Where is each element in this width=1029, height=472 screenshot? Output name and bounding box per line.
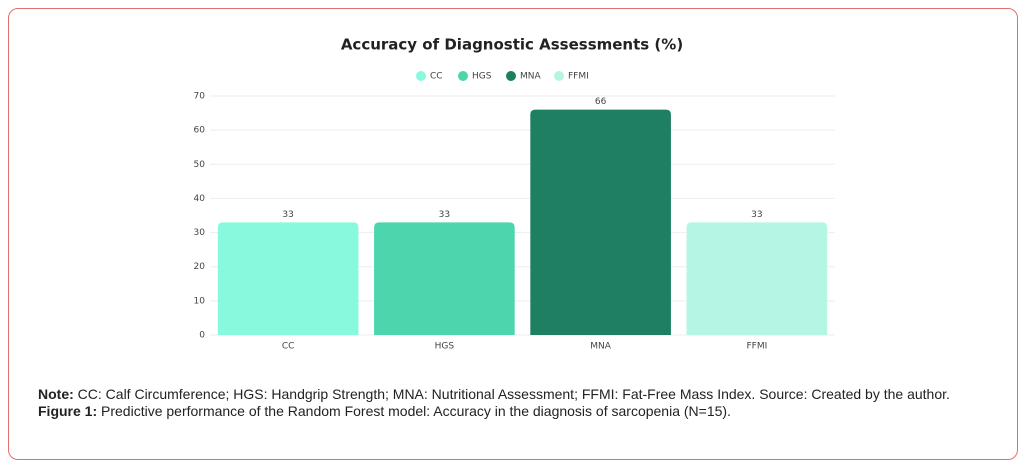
caption-label: Figure 1: bbox=[38, 403, 98, 419]
notes: Note: CC: Calf Circumference; HGS: Handg… bbox=[38, 386, 998, 420]
value-label: 33 bbox=[751, 210, 762, 220]
figure-frame bbox=[8, 8, 1018, 460]
y-tick-label: 20 bbox=[194, 262, 206, 272]
chart-title: Accuracy of Diagnostic Assessments (%) bbox=[341, 36, 683, 54]
bar bbox=[530, 109, 671, 336]
legend-swatch bbox=[458, 71, 468, 81]
legend-label: HGS bbox=[472, 72, 492, 82]
legend-label: FFMI bbox=[568, 72, 589, 82]
value-label: 66 bbox=[595, 97, 607, 107]
x-tick-label: CC bbox=[282, 342, 295, 352]
y-tick-label: 10 bbox=[194, 296, 206, 306]
legend-label: CC bbox=[430, 72, 443, 82]
caption: Figure 1: Predictive performance of the … bbox=[38, 403, 998, 420]
bar bbox=[686, 222, 828, 335]
legend-swatch bbox=[416, 71, 426, 81]
bar bbox=[217, 222, 359, 335]
y-tick-label: 60 bbox=[194, 126, 206, 136]
note-label: Note: bbox=[38, 386, 74, 402]
value-label: 33 bbox=[282, 210, 293, 220]
y-tick-label: 70 bbox=[194, 92, 206, 102]
legend-swatch bbox=[506, 71, 516, 81]
x-tick-label: MNA bbox=[590, 342, 611, 352]
value-label: 33 bbox=[439, 210, 450, 220]
legend-swatch bbox=[554, 71, 564, 81]
y-tick-label: 30 bbox=[194, 228, 206, 238]
x-tick-label: FFMI bbox=[746, 342, 767, 352]
chart: Accuracy of Diagnostic Assessments (%) 0… bbox=[194, 36, 835, 352]
y-tick-label: 50 bbox=[194, 160, 206, 170]
bar bbox=[374, 222, 515, 335]
note-text: CC: Calf Circumference; HGS: Handgrip St… bbox=[77, 386, 950, 402]
x-tick-label: HGS bbox=[435, 342, 455, 352]
legend-label: MNA bbox=[520, 72, 541, 82]
note: Note: CC: Calf Circumference; HGS: Handg… bbox=[38, 386, 998, 403]
y-tick-label: 40 bbox=[194, 194, 206, 204]
y-tick-label: 0 bbox=[199, 331, 205, 341]
caption-text: Predictive performance of the Random For… bbox=[101, 403, 731, 419]
